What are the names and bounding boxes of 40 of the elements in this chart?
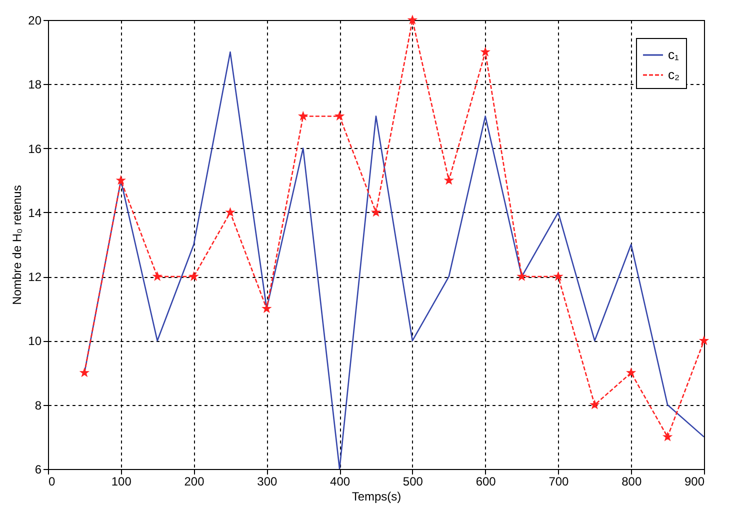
point — [298, 112, 308, 120]
y-tick-label: 16 — [28, 142, 42, 156]
point — [444, 176, 454, 184]
x-tick-label: 500 — [402, 474, 424, 488]
point — [590, 400, 599, 408]
point — [481, 48, 490, 56]
x-tick-label: 600 — [476, 474, 496, 488]
y-tick-label: 18 — [28, 78, 42, 92]
x-tick-label: 800 — [622, 474, 642, 488]
y-tick-label: 8 — [34, 398, 42, 412]
point — [80, 368, 89, 376]
point — [335, 112, 344, 120]
point — [226, 208, 234, 216]
point — [554, 272, 562, 280]
point — [372, 208, 380, 216]
y-tick-label: 12 — [28, 270, 42, 284]
x-tick-label: 700 — [548, 474, 570, 488]
legend-label: c₁ — [668, 47, 680, 62]
y-axis-title: Nombre de H₀ retenus — [10, 185, 24, 305]
x-tick-label: 900 — [684, 474, 705, 488]
point — [663, 432, 672, 441]
x-axis-title: Temps(s) — [352, 490, 402, 504]
legend-label: c₂ — [668, 67, 680, 82]
x-tick-label: 300 — [257, 474, 278, 488]
point — [408, 16, 417, 24]
point — [518, 272, 526, 280]
y-tick-label: 20 — [28, 14, 42, 28]
y-tick-label: 6 — [34, 462, 42, 476]
point — [153, 272, 162, 280]
point — [262, 304, 271, 312]
x-tick-label: 100 — [111, 474, 132, 488]
y-tick-label: 14 — [28, 206, 42, 220]
x-tick-label: 400 — [330, 474, 350, 488]
point — [700, 336, 708, 344]
point — [116, 176, 126, 184]
x-tick-label: 0 — [48, 474, 56, 488]
y-tick-label: 10 — [28, 334, 42, 348]
x-tick-label: 200 — [184, 474, 205, 488]
point — [626, 368, 636, 376]
point — [190, 272, 198, 280]
